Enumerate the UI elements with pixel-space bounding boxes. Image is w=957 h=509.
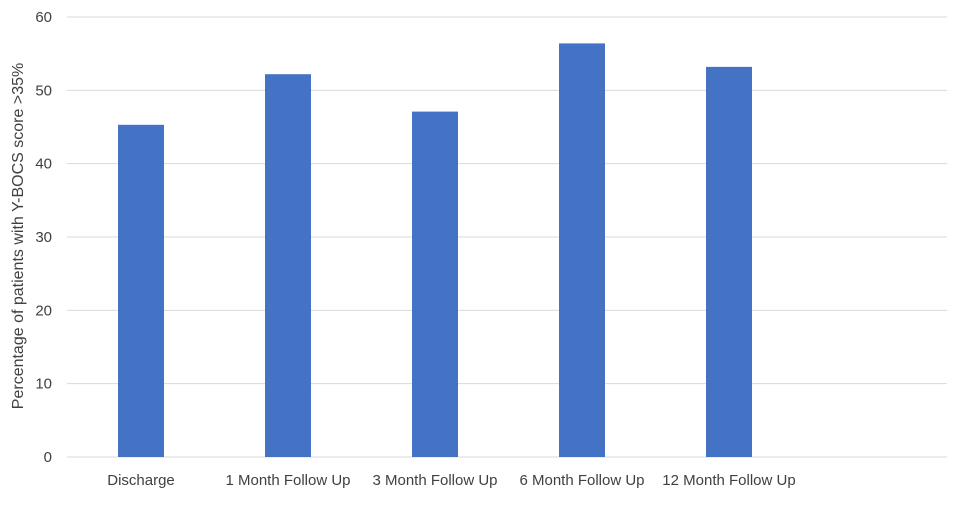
x-category-label: 1 Month Follow Up xyxy=(225,472,350,489)
x-axis-categories: Discharge 1 Month Follow Up 3 Month Follow… xyxy=(107,472,795,489)
bar xyxy=(559,43,605,458)
bars xyxy=(118,43,752,458)
y-tick-label: 30 xyxy=(35,229,52,246)
bar xyxy=(265,74,311,457)
y-tick-label: 40 xyxy=(35,156,52,173)
y-tick-label: 60 xyxy=(35,9,52,26)
x-category-label: 3 Month Follow Up xyxy=(372,472,497,489)
x-category-label: 12 Month Follow Up xyxy=(662,472,795,489)
y-tick-label: 50 xyxy=(35,82,52,99)
bar xyxy=(118,124,164,458)
bar xyxy=(412,111,458,457)
y-tick-label: 10 xyxy=(35,376,52,393)
x-category-label: Discharge xyxy=(107,472,175,489)
y-axis-title: Percentage of patients with Y-BOCS score… xyxy=(10,63,27,409)
y-axis-ticks: 0 10 20 30 40 50 60 xyxy=(35,9,52,466)
y-tick-label: 0 xyxy=(44,449,52,466)
bar xyxy=(706,66,752,457)
y-tick-label: 20 xyxy=(35,302,52,319)
gridlines xyxy=(67,16,947,458)
x-category-label: 6 Month Follow Up xyxy=(519,472,644,489)
